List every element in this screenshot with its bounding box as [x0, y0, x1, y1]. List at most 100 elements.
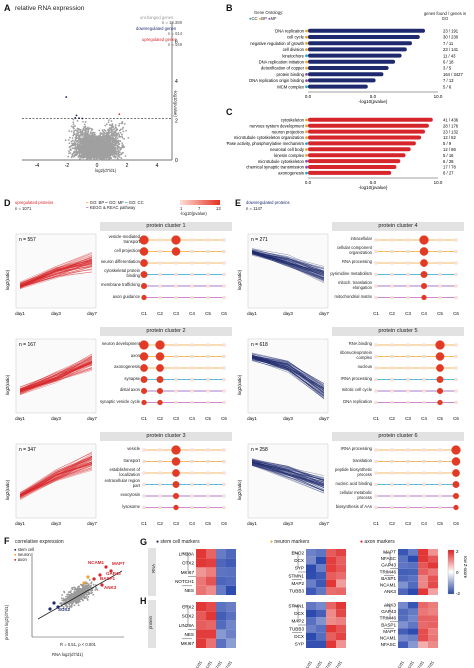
volcano-point [121, 146, 124, 149]
scale-tick-1: 1 [180, 206, 183, 211]
heatmap-cell [316, 625, 326, 633]
go-category-dot [305, 42, 308, 45]
enrichment-dot [438, 249, 442, 254]
header-axon-text: axon markers [364, 539, 395, 545]
heatmap-cell [196, 567, 206, 577]
enrichment-dot [206, 471, 210, 475]
term-labels: vesicle transport establishment of localiz… [98, 443, 140, 512]
enrichment-dot [406, 448, 410, 452]
go-xlabel: -log10(pvalue) [359, 185, 388, 190]
enrichment-dot [406, 354, 410, 359]
volcano-point [104, 151, 107, 154]
heatmap-gene-label: LIN28A [179, 551, 195, 556]
scatter-point [70, 604, 73, 606]
profile-xtick: day7 [87, 311, 97, 316]
term-labels: rRNA processing translation peptide biosyn… [330, 443, 372, 512]
volcano-point [72, 134, 75, 137]
scatter-point [68, 607, 70, 610]
heatmap-xtick: d7/d1 [213, 659, 223, 668]
panel-label-b: B [226, 3, 233, 13]
cluster-term: axon [130, 352, 140, 358]
volcano-point [108, 155, 111, 158]
scatter-point [70, 594, 73, 597]
stem-dot-icon: ● [14, 547, 17, 552]
heatmap-cell [428, 641, 438, 648]
enrichment-dot [190, 400, 194, 405]
heatmap-cell [408, 549, 418, 556]
cluster-col-label: C1 [141, 416, 147, 421]
cluster-title: protein cluster 3 [100, 432, 232, 441]
volcano-point [82, 141, 85, 143]
panel-a-title: relative RNA expression [15, 5, 85, 12]
heatmap-cell [216, 585, 226, 595]
enrichment-dot [171, 247, 181, 256]
heatmap-gene-label: NFASC [381, 642, 397, 647]
volcano-point [116, 133, 119, 135]
volcano-point [107, 139, 110, 142]
volcano-point [92, 136, 95, 139]
profile-line [19, 356, 93, 389]
volcano-point [118, 146, 121, 149]
heatmap-cell [206, 585, 216, 595]
enrichment-dot [374, 354, 378, 359]
term-labels: neuron development axon axonogenesis synaps… [98, 338, 140, 407]
legend-up: upregulated genes [142, 37, 177, 42]
volcano-point [110, 145, 113, 148]
volcano-point [93, 131, 96, 134]
volcano-point [105, 133, 108, 135]
enrichment-dot [374, 366, 378, 370]
heatmap-cell [216, 638, 226, 648]
volcano-point [74, 129, 77, 132]
heatmap-cell [428, 588, 438, 595]
go-bar [308, 159, 401, 164]
profile-xtick: day1 [247, 311, 257, 316]
volcano-point [69, 152, 72, 154]
cluster-col-label: C6 [221, 521, 227, 526]
volcano-point [85, 149, 88, 152]
go-count-label: 7 / 13 [443, 78, 454, 83]
profile-line [19, 355, 93, 390]
volcano-point [101, 155, 104, 158]
heatmap-cell [196, 558, 206, 568]
profile-line [251, 253, 325, 275]
enrichment-dot [374, 295, 378, 300]
volcano-point [84, 127, 87, 130]
scatter-point [64, 604, 67, 607]
heatmap-gene-label: NES [185, 588, 194, 593]
enrichment-dot [452, 481, 460, 488]
scatter-gene-label: NCAM1 [88, 560, 104, 565]
go-term-label: nervous system development [250, 123, 305, 128]
volcano-point [82, 152, 84, 155]
heatmap-cell [306, 579, 316, 588]
volcano-point [83, 126, 86, 128]
enrichment-dot [438, 295, 442, 300]
cluster-col-label: C4 [421, 416, 427, 421]
scatter-point [70, 587, 73, 590]
volcano-point [110, 128, 113, 130]
profile-line [251, 465, 325, 494]
profile-line [251, 462, 325, 479]
volcano-point [71, 155, 74, 158]
volcano-point [98, 154, 101, 157]
heatmap-cell [226, 585, 236, 595]
scatter-point [96, 589, 99, 591]
enrichment-dot [206, 377, 210, 382]
profile-line [251, 463, 325, 480]
go-xtick: 5.0 [370, 180, 377, 185]
enrichment-dot [190, 448, 194, 452]
go-category-dot [305, 85, 308, 89]
heatmap-cell [398, 568, 408, 576]
enrichment-dot [454, 261, 458, 265]
volcano-point [121, 128, 124, 130]
volcano-point [104, 135, 107, 138]
enrichment-dot [437, 399, 443, 406]
profile-lines [251, 458, 325, 494]
profile-ylabel: log2(ratio) [5, 479, 10, 500]
cluster-col-label: C5 [437, 311, 443, 316]
volcano-point [81, 147, 84, 150]
heatmap-cell [306, 587, 316, 595]
volcano-point [116, 148, 119, 150]
enrichment-dot [438, 494, 442, 498]
heatmap-cell [316, 632, 326, 641]
enrichment-dot [157, 399, 163, 406]
